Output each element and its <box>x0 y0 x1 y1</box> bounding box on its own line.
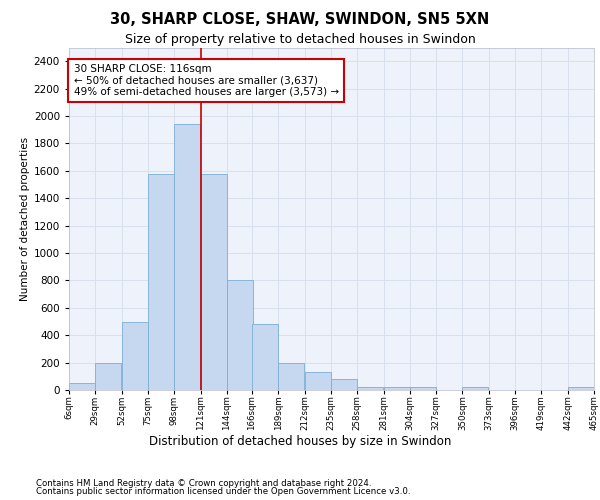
Bar <box>357 386 383 390</box>
Bar <box>278 362 304 390</box>
Bar <box>331 379 357 390</box>
Text: 30 SHARP CLOSE: 116sqm
← 50% of detached houses are smaller (3,637)
49% of semi-: 30 SHARP CLOSE: 116sqm ← 50% of detached… <box>74 64 339 97</box>
Bar <box>148 174 174 390</box>
Bar <box>122 322 148 390</box>
Bar <box>383 388 410 390</box>
Bar <box>69 383 95 390</box>
Bar <box>252 324 278 390</box>
Bar <box>568 388 593 390</box>
Text: Contains HM Land Registry data © Crown copyright and database right 2024.: Contains HM Land Registry data © Crown c… <box>36 478 371 488</box>
Bar <box>174 124 200 390</box>
Y-axis label: Number of detached properties: Number of detached properties <box>20 136 29 301</box>
Bar <box>227 280 253 390</box>
Text: Contains public sector information licensed under the Open Government Licence v3: Contains public sector information licen… <box>36 487 410 496</box>
Bar <box>200 174 227 390</box>
Text: 30, SHARP CLOSE, SHAW, SWINDON, SN5 5XN: 30, SHARP CLOSE, SHAW, SWINDON, SN5 5XN <box>110 12 490 28</box>
Text: Size of property relative to detached houses in Swindon: Size of property relative to detached ho… <box>125 32 475 46</box>
Bar <box>95 362 121 390</box>
Bar <box>463 388 488 390</box>
Text: Distribution of detached houses by size in Swindon: Distribution of detached houses by size … <box>149 435 451 448</box>
Bar <box>410 388 436 390</box>
Bar <box>305 372 331 390</box>
